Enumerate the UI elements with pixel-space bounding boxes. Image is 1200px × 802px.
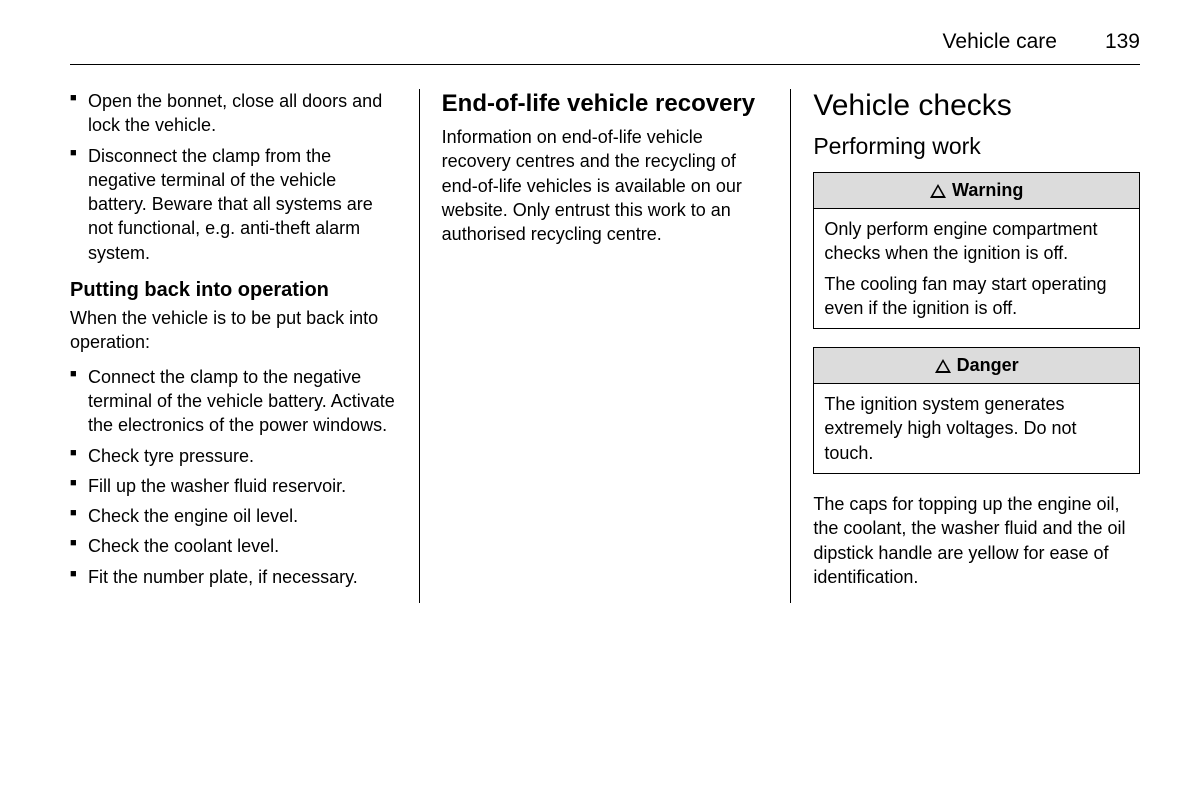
column-1: Open the bonnet, close all doors and loc… [70,89,419,603]
danger-box: Danger The ignition system generates ext… [813,347,1140,474]
list-item: Disconnect the clamp from the negative t… [70,144,397,265]
column-2: End-of-life vehicle recovery Information… [419,89,792,603]
warning-body: Only perform engine compartment checks w… [814,209,1139,328]
sub-heading: Performing work [813,133,1140,160]
intro-text: When the vehicle is to be put back into … [70,306,397,355]
sub-heading: Putting back into operation [70,279,397,302]
column-heading: End-of-life vehicle recovery [442,89,769,119]
list-item: Check tyre pressure. [70,444,397,468]
footer-text: The caps for topping up the engine oil, … [813,492,1140,589]
header-section: Vehicle care [943,30,1057,54]
warning-text: The cooling fan may start operating even… [824,272,1129,321]
column-3: Vehicle checks Performing work Warning O… [791,89,1140,603]
warning-title: Warning [952,180,1023,201]
content-columns: Open the bonnet, close all doors and loc… [70,89,1140,603]
main-heading: Vehicle checks [813,89,1140,123]
warning-text: Only perform engine compartment checks w… [824,217,1129,266]
list-item: Check the coolant level. [70,534,397,558]
list-item: Open the bonnet, close all doors and loc… [70,89,397,138]
page-header: Vehicle care 139 [70,30,1140,65]
list-item: Connect the clamp to the negative termin… [70,365,397,438]
bullet-list-2: Connect the clamp to the negative termin… [70,365,397,589]
danger-title: Danger [957,355,1019,376]
warning-triangle-icon [930,184,946,198]
danger-body: The ignition system generates extremely … [814,384,1139,473]
list-item: Check the engine oil level. [70,504,397,528]
list-item: Fit the number plate, if necessary. [70,565,397,589]
warning-box: Warning Only perform engine compartment … [813,172,1140,329]
bullet-list-1: Open the bonnet, close all doors and loc… [70,89,397,265]
danger-header: Danger [814,348,1139,384]
warning-triangle-icon [935,359,951,373]
body-text: Information on end-of-life vehicle recov… [442,125,769,246]
list-item: Fill up the washer fluid reservoir. [70,474,397,498]
warning-header: Warning [814,173,1139,209]
danger-text: The ignition system generates extremely … [824,392,1129,465]
header-page-number: 139 [1105,30,1140,54]
